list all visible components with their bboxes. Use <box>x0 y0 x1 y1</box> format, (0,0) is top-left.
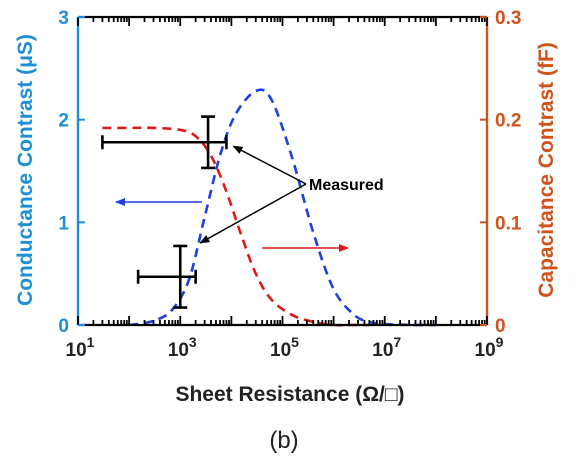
y-axis-right-label: Capacitance Contrast (fF) <box>535 42 558 298</box>
conductance-curve <box>128 88 436 327</box>
x-tick-exponent: 9 <box>496 334 504 350</box>
measured-point-1 <box>136 244 197 309</box>
x-tick-base: 10 <box>66 340 87 361</box>
y-left-tick-label: 0 <box>58 316 69 337</box>
x-tick-label: 103 <box>168 334 197 361</box>
y-left-tick-label: 3 <box>58 8 69 29</box>
annotation-arrows <box>115 145 349 252</box>
y-right-tick-label: 0 <box>495 316 506 337</box>
series-layer <box>102 88 436 327</box>
x-tick-label: 101 <box>66 334 95 361</box>
y-right-tick-label: 0.1 <box>495 213 522 234</box>
axes <box>76 15 489 327</box>
y-right-tick-label: 0.2 <box>495 111 521 132</box>
measured-annotation-label: Measured <box>309 177 384 194</box>
x-tick-exponent: 5 <box>291 334 299 350</box>
x-tick-base: 10 <box>475 340 496 361</box>
x-tick-exponent: 7 <box>393 334 401 350</box>
x-tick-label: 109 <box>475 334 504 361</box>
y-axis-left-label: Conductance Contrast (μS) <box>14 34 37 306</box>
x-tick-base: 10 <box>270 340 291 361</box>
x-tick-label: 105 <box>270 334 299 361</box>
figure-caption: (b) <box>269 427 298 454</box>
x-tick-base: 10 <box>372 340 393 361</box>
measured-point-2 <box>101 115 228 170</box>
y-left-tick-label: 1 <box>58 213 69 234</box>
x-tick-exponent: 3 <box>189 334 197 350</box>
y-left-tick-label: 2 <box>58 111 69 132</box>
y-right-tick-label: 0.3 <box>495 8 521 29</box>
capacitance-curve <box>102 126 370 327</box>
x-tick-base: 10 <box>168 340 189 361</box>
measured-arrow-lower <box>199 183 307 244</box>
measured-points <box>101 115 228 309</box>
x-axis-label: Sheet Resistance (Ω/□) <box>175 383 404 406</box>
x-tick-label: 107 <box>372 334 401 361</box>
measured-arrow-upper <box>232 145 307 185</box>
x-tick-exponent: 1 <box>87 334 95 350</box>
